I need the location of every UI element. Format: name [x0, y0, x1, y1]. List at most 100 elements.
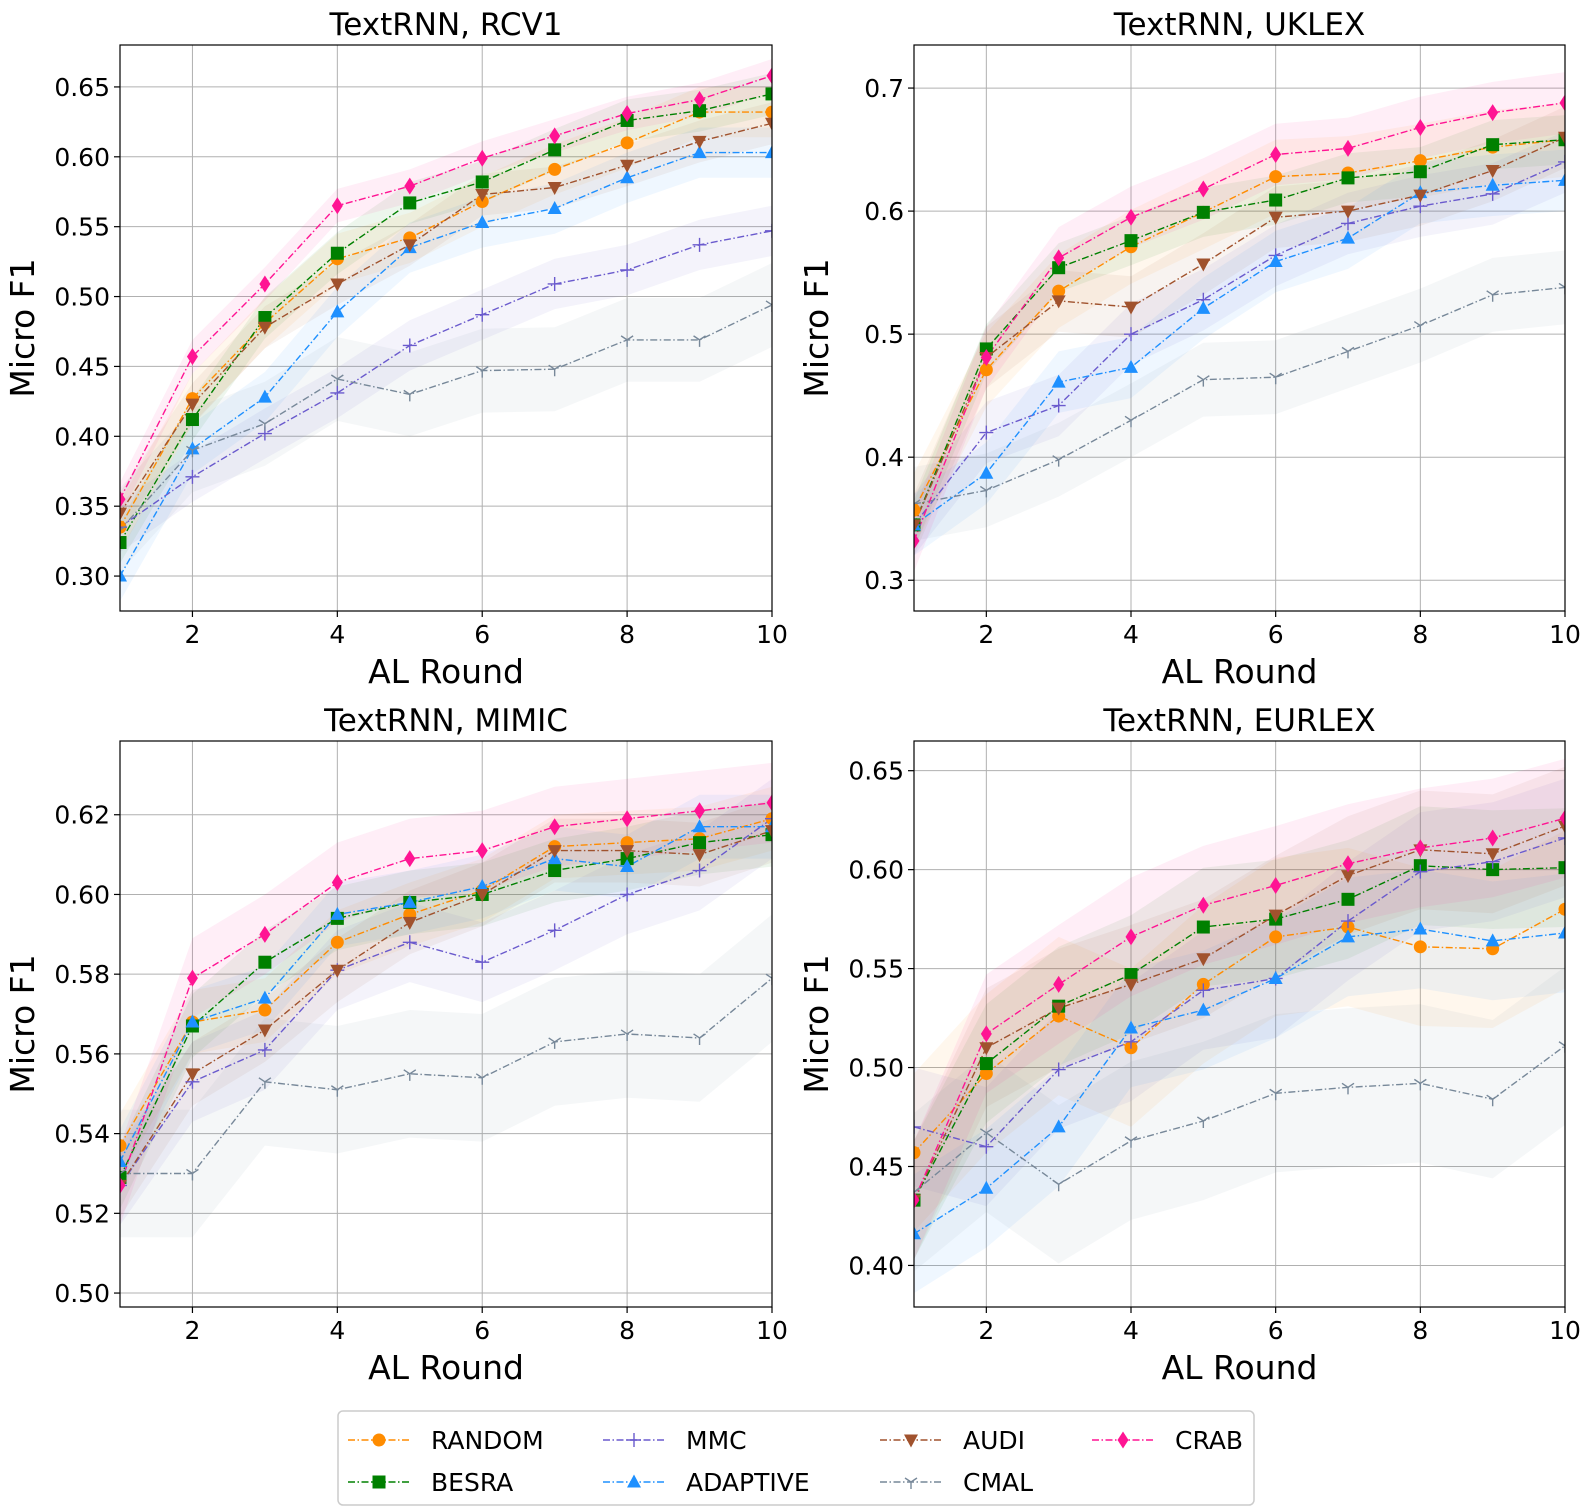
point-crab	[1487, 829, 1499, 847]
point-cmal	[1269, 372, 1283, 385]
y-axis-label: Micro F1	[3, 258, 42, 397]
y-tick-label: 0.60	[54, 880, 110, 909]
point-mmc	[185, 469, 200, 484]
band-cmal	[914, 250, 1565, 541]
point-cmal	[979, 1128, 993, 1140]
point-mmc	[1341, 216, 1355, 231]
point-crab	[621, 104, 633, 122]
point-audi	[1124, 978, 1138, 992]
point-adaptive	[257, 990, 272, 1004]
point-besra	[548, 864, 562, 878]
line-adaptive	[914, 928, 1565, 1235]
point-crab	[621, 810, 633, 828]
y-ticks: 0.50 0.52 0.54 0.56 0.58 0.60 0.62	[54, 801, 120, 1308]
point-crab	[476, 149, 488, 167]
y-tick-label: 0.62	[54, 801, 110, 830]
chart-eurlex: 2 4 6 8 10 0.40 0.45 0.50 0.55 0.60 0.65 TextRNN, E…	[797, 703, 1581, 1387]
point-besra	[548, 143, 562, 157]
band-audi	[914, 766, 1565, 1260]
point-cmal	[120, 525, 127, 537]
axes-frame	[119, 740, 773, 1308]
point-crab	[1197, 180, 1209, 198]
point-besra	[403, 196, 417, 210]
y-tick-label: 0.40	[54, 422, 110, 451]
y-tick-label: 0.50	[848, 1054, 904, 1083]
lines	[120, 802, 772, 1186]
point-crab	[1342, 139, 1354, 157]
point-besra	[765, 87, 772, 101]
point-cmal	[475, 366, 489, 378]
point-audi	[1485, 848, 1500, 862]
axes-frame	[913, 44, 1566, 612]
point-mmc	[1413, 864, 1428, 879]
point-adaptive	[330, 304, 345, 318]
point-random	[1269, 930, 1283, 944]
point-cmal	[1486, 290, 1500, 302]
y-tick-label: 0.52	[54, 1199, 110, 1228]
point-besra	[1269, 193, 1283, 207]
band-adaptive	[120, 794, 772, 1194]
point-random	[914, 1146, 921, 1160]
point-mmc	[402, 338, 417, 353]
point-mmc	[1558, 830, 1565, 845]
point-crab	[259, 275, 271, 293]
x-tick-label: 8	[619, 1316, 635, 1345]
point-mmc	[547, 923, 562, 938]
x-axis-label: AL Round	[368, 1348, 524, 1387]
point-audi	[330, 278, 345, 292]
x-tick-label: 6	[1268, 1316, 1284, 1345]
point-crab	[1125, 208, 1137, 226]
point-mmc	[620, 263, 635, 278]
band-mmc	[914, 131, 1565, 556]
point-besra	[1196, 205, 1210, 219]
point-adaptive	[914, 1226, 921, 1240]
markers	[914, 809, 1565, 1240]
y-tick-label: 0.40	[848, 1251, 904, 1280]
point-audi	[257, 321, 272, 335]
point-adaptive	[765, 145, 772, 159]
y-ticks: 0.3 0.4 0.5 0.6 0.7	[864, 74, 914, 595]
point-crab	[331, 197, 343, 215]
point-cmal	[1124, 1136, 1138, 1148]
y-tick-label: 0.65	[848, 757, 904, 786]
point-adaptive	[1268, 254, 1283, 268]
point-crab	[1270, 146, 1282, 164]
point-audi	[1268, 909, 1283, 923]
point-besra	[1341, 171, 1355, 185]
point-mmc	[1051, 1062, 1066, 1077]
point-random	[548, 162, 562, 176]
point-mmc	[1196, 983, 1211, 998]
line-mmc	[914, 161, 1565, 526]
point-cmal	[765, 973, 772, 986]
point-audi	[1051, 295, 1066, 309]
y-tick-label: 0.6	[864, 197, 904, 226]
point-audi	[1124, 301, 1138, 315]
point-audi	[1268, 211, 1283, 225]
line-adaptive	[120, 826, 772, 1162]
point-crab	[476, 842, 488, 860]
point-besra	[1486, 863, 1500, 877]
point-adaptive	[1124, 1020, 1138, 1034]
y-tick-label: 0.45	[54, 352, 110, 381]
legend-item-mmc: MMC	[603, 1426, 747, 1455]
band-audi	[914, 106, 1565, 556]
x-tick-label: 4	[1123, 1316, 1139, 1345]
point-audi	[765, 825, 772, 839]
point-besra	[693, 104, 707, 118]
point-crab	[549, 127, 561, 145]
point-mmc	[914, 1119, 921, 1134]
y-tick-label: 0.30	[54, 562, 110, 591]
line-audi	[120, 830, 772, 1186]
point-adaptive	[257, 389, 272, 403]
band-besra	[120, 802, 772, 1210]
point-adaptive	[1124, 359, 1138, 373]
point-audi	[1413, 189, 1428, 203]
point-audi	[257, 1024, 272, 1038]
point-crab	[766, 794, 772, 812]
point-adaptive	[120, 1154, 127, 1168]
legend-label: AUDI	[963, 1426, 1025, 1455]
point-besra	[1196, 920, 1210, 934]
point-besra	[120, 536, 127, 550]
lines	[120, 75, 772, 577]
bands	[914, 72, 1565, 572]
